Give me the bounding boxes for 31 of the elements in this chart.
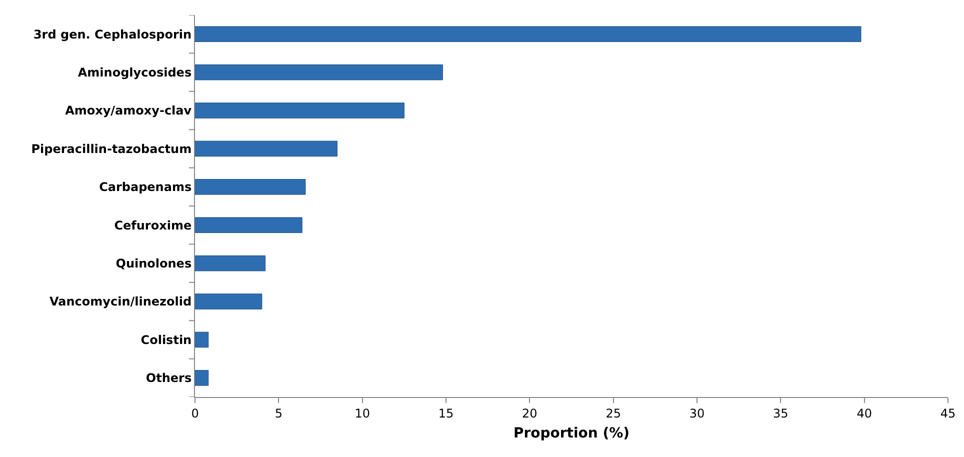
y-tick-label: Vancomycin/linezolid [50, 294, 192, 309]
bar [195, 255, 266, 272]
y-tick-label: Carbapenams [99, 180, 192, 194]
bar [195, 64, 443, 80]
x-tick-label: 30 [689, 406, 705, 420]
x-tick-label: 5 [274, 406, 282, 420]
bar [195, 102, 404, 118]
bar [195, 26, 862, 42]
x-tick-label: 10 [354, 406, 370, 420]
y-tick-label: Others [146, 371, 192, 386]
y-tick-label: Piperacillin-tazobactum [31, 142, 192, 156]
bar [195, 332, 209, 348]
y-tick-label: Aminoglycosides [78, 66, 192, 80]
x-tick-label: 0 [191, 406, 199, 420]
bar [195, 370, 209, 386]
y-tick-label: Colistin [140, 332, 192, 347]
bar [195, 294, 262, 310]
x-axis-title: Proportion (%) [513, 426, 630, 442]
bar [195, 217, 302, 233]
x-tick-label: 15 [438, 406, 454, 420]
y-tick-label: Quinolones [116, 256, 192, 270]
bar [195, 179, 306, 195]
bar [195, 140, 338, 157]
x-tick-label: 40 [856, 406, 872, 420]
x-tick-label: 45 [940, 406, 956, 420]
y-tick-label: 3rd gen. Cephalosporin [33, 27, 192, 42]
x-tick-label: 35 [773, 406, 788, 420]
y-tick-label: Amoxy/amoxy-clav [65, 104, 192, 118]
y-tick-label: Cefuroxime [114, 218, 192, 232]
x-tick-label: 20 [522, 406, 538, 420]
x-tick-label: 25 [606, 406, 621, 420]
